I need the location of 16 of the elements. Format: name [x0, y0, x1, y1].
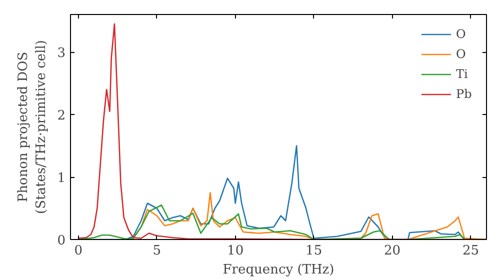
y-tick-label: 1	[57, 171, 66, 186]
legend-label: O	[456, 47, 467, 61]
x-tick-label: 5	[152, 244, 161, 258]
legend-label: Ti	[456, 67, 469, 81]
x-tick-label: 15	[306, 244, 322, 258]
legend-label: O	[456, 27, 467, 41]
legend-label: Pb	[456, 87, 473, 101]
x-tick-label: 25	[462, 244, 480, 258]
x-tick-label: 0	[74, 244, 82, 258]
y-tick-label: 3	[57, 46, 66, 61]
y-axis-title: Phonon projected DOS (States/THz·primitive cell)	[16, 40, 50, 214]
y-tick-label: 0	[57, 234, 66, 248]
y-tick-label: 2	[57, 108, 66, 124]
x-tick-label: 20	[384, 244, 401, 258]
x-axis-title: Frequency (THz)	[222, 262, 334, 278]
x-tick-label: 10	[227, 244, 244, 258]
